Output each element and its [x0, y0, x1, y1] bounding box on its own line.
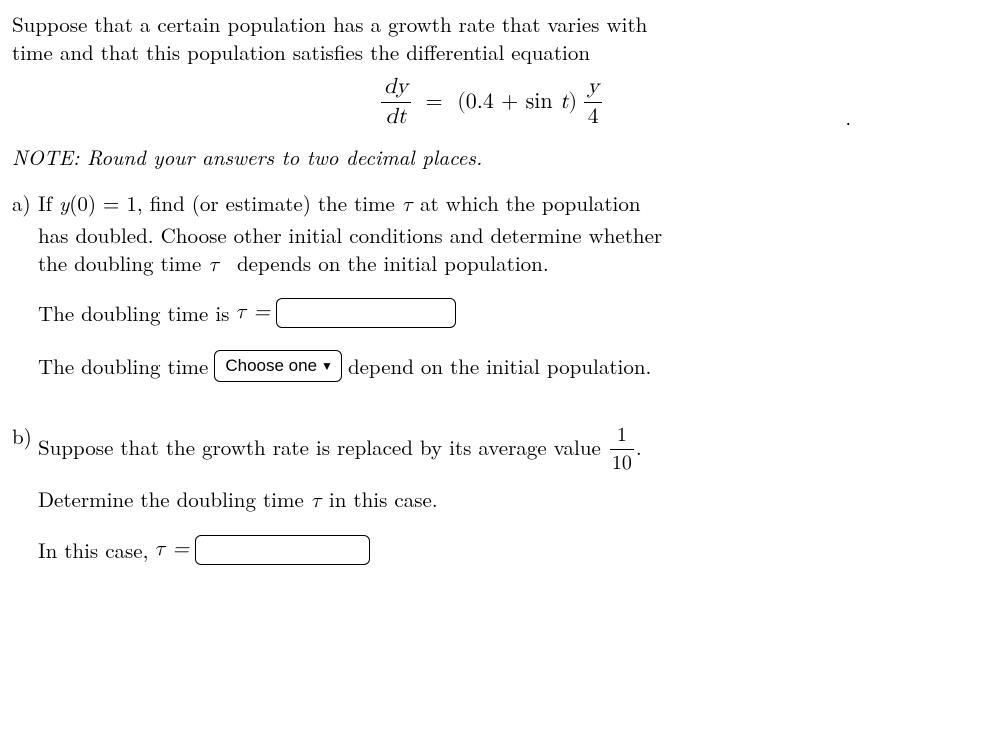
depend-prefix: The doubling time [38, 352, 208, 380]
part-a-line-1: If y(0) = 1, find (or estimate) the time… [38, 188, 641, 218]
dropdown-label: Choose one [225, 355, 317, 378]
part-a-answer-row: The doubling time is τ = [38, 298, 971, 328]
tau-equals-a: τ = [235, 299, 269, 327]
note-prefix: NOTE: [12, 142, 87, 172]
chevron-down-icon: ▼ [321, 358, 333, 374]
part-a: a) If y(0) = 1, find (or estimate) the t… [12, 189, 971, 402]
note-line: NOTE: Round your answers to two decimal … [12, 143, 971, 171]
eq-sign: = [425, 91, 442, 113]
eq-factor-open: (0.4 + sin [457, 91, 552, 113]
intro-line-2: time and that this population satisfies … [12, 37, 590, 67]
depend-dropdown[interactable]: Choose one ▼ [214, 350, 342, 382]
part-a-answer-prefix: The doubling time is [38, 299, 229, 327]
part-b-text: Suppose that the growth rate is replaced… [38, 422, 971, 516]
part-b: b) Suppose that the growth rate is repla… [12, 422, 971, 564]
part-a-line-2: has doubled. Choose other initial condit… [38, 220, 662, 250]
part-b-answer-prefix: In this case, [38, 536, 148, 564]
avg-num: 1 [610, 422, 634, 449]
differential-equation: dy dt = (0.4 + sin t) y 4 . [12, 73, 971, 133]
part-b-line-1: Suppose that the growth rate is replaced… [38, 432, 642, 462]
tau-equals-b: τ = [154, 536, 188, 564]
intro-line-1: Suppose that a certain population has a … [12, 9, 647, 39]
eq-rhs-den: 4 [584, 102, 602, 133]
eq-rhs-num: y [584, 73, 602, 103]
tau-input-b[interactable] [195, 535, 370, 565]
depend-suffix: depend on the initial population. [348, 352, 651, 380]
eq-factor-var: t [560, 91, 569, 113]
part-a-line-3: the doubling time τ depends on the initi… [38, 248, 549, 278]
part-a-depend-row: The doubling time Choose one ▼ depend on… [12, 350, 971, 382]
avg-den: 10 [610, 449, 634, 477]
eq-lhs-den: dt [381, 102, 411, 133]
stray-dot: . [845, 103, 851, 130]
note-body: Round your answers to two decimal places… [87, 142, 482, 172]
eq-factor-close: ) [569, 91, 578, 113]
intro-text: Suppose that a certain population has a … [12, 10, 971, 67]
part-b-answer-row: In this case, τ = [38, 535, 971, 565]
part-a-text: If y(0) = 1, find (or estimate) the time… [38, 189, 971, 280]
part-b-line-2: Determine the doubling time τ in this ca… [38, 484, 438, 514]
tau-input-a[interactable] [276, 298, 456, 328]
part-b-label: b) [12, 422, 38, 564]
eq-lhs-num: dy [381, 73, 411, 103]
